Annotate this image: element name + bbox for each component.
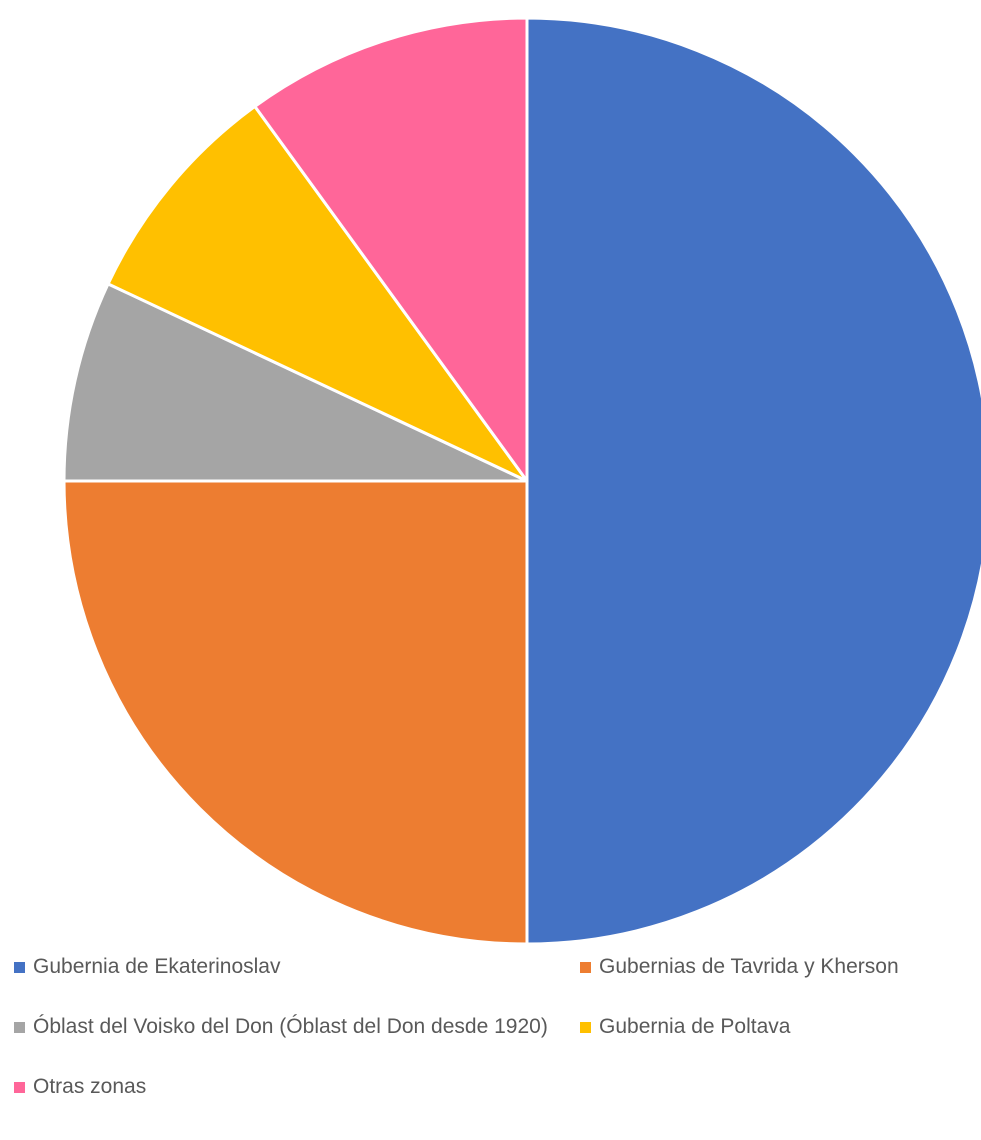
- legend-item-ekaterinoslav: Gubernia de Ekaterinoslav: [14, 955, 580, 979]
- legend-item-poltava: Gubernia de Poltava: [580, 1015, 974, 1039]
- legend-label: Gubernia de Poltava: [599, 1015, 791, 1038]
- legend-label: Óblast del Voisko del Don (Óblast del Do…: [33, 1015, 548, 1038]
- legend-label: Gubernias de Tavrida y Kherson: [599, 955, 899, 978]
- legend-item-otras-zonas: Otras zonas: [14, 1075, 580, 1099]
- legend-item-voisko-don: Óblast del Voisko del Don (Óblast del Do…: [14, 1015, 580, 1039]
- pie-slices: [62, 16, 981, 946]
- legend-label: Otras zonas: [33, 1075, 147, 1098]
- pie-slice-voisko-don: [62, 282, 529, 483]
- pie-slice-otras-zonas: [253, 16, 529, 483]
- pie-slice-ekaterinoslav: [525, 16, 981, 946]
- legend-label: Gubernia de Ekaterinoslav: [33, 955, 281, 978]
- legend-swatch: [14, 961, 25, 973]
- legend-swatch: [580, 1021, 591, 1033]
- pie-slice-poltava: [106, 104, 529, 483]
- pie-slice-tavrida-kherson: [62, 479, 529, 946]
- legend: Gubernia de Ekaterinoslav Gubernias de T…: [14, 955, 974, 1099]
- legend-swatch: [580, 961, 591, 973]
- legend-item-tavrida-kherson: Gubernias de Tavrida y Kherson: [580, 955, 974, 979]
- legend-swatch: [14, 1081, 25, 1093]
- legend-swatch: [14, 1021, 25, 1033]
